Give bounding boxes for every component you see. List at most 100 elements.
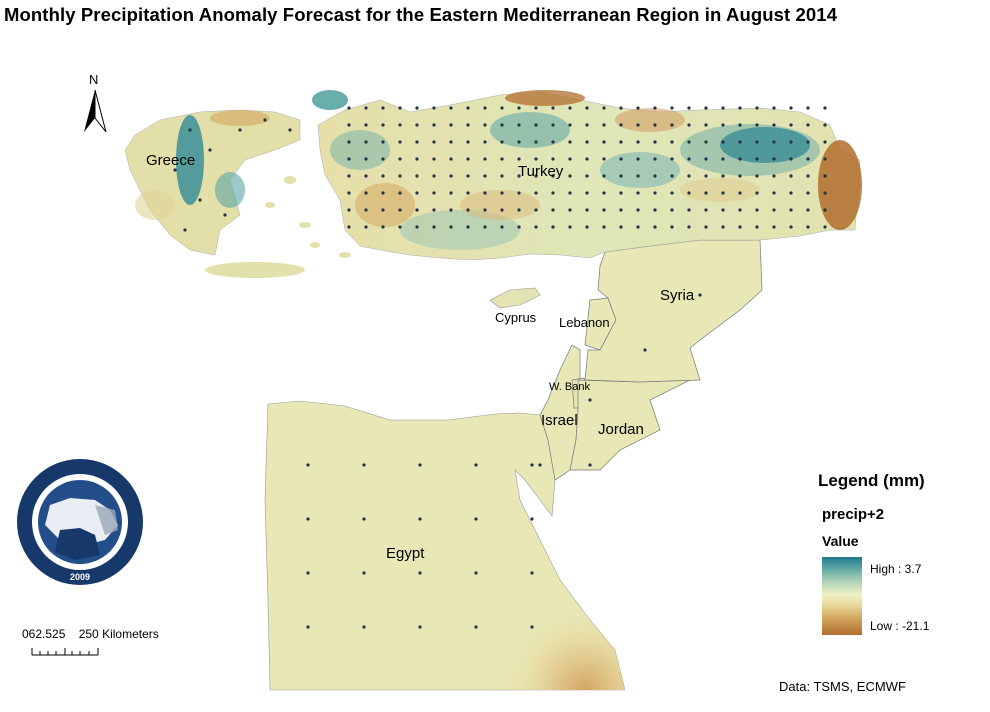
station-dot	[483, 174, 487, 178]
station-dot	[772, 157, 776, 161]
station-dot	[500, 106, 504, 110]
station-dot	[772, 106, 776, 110]
station-dot	[483, 225, 487, 229]
station-dot	[636, 140, 640, 144]
station-dot	[619, 157, 623, 161]
station-dot	[687, 140, 691, 144]
station-dot	[755, 106, 759, 110]
station-dot	[636, 225, 640, 229]
station-dot	[347, 174, 351, 178]
station-dot	[772, 208, 776, 212]
station-dot	[585, 157, 589, 161]
station-dot	[347, 208, 351, 212]
station-dot	[653, 123, 657, 127]
station-dot	[738, 140, 742, 144]
station-dot	[670, 208, 674, 212]
station-dot	[362, 571, 366, 575]
station-dot	[381, 106, 385, 110]
station-dot	[534, 208, 538, 212]
station-dot	[721, 140, 725, 144]
station-dot	[704, 208, 708, 212]
station-dot	[364, 191, 368, 195]
station-dot	[415, 208, 419, 212]
station-dot	[449, 191, 453, 195]
logo-year: 2009	[70, 572, 90, 582]
station-dot	[704, 225, 708, 229]
station-dot	[755, 191, 759, 195]
label-egypt: Egypt	[386, 545, 425, 562]
station-dot	[568, 174, 572, 178]
station-dot	[619, 208, 623, 212]
station-dot	[704, 157, 708, 161]
station-dot	[364, 174, 368, 178]
station-dot	[398, 140, 402, 144]
station-dot	[517, 208, 521, 212]
station-dot	[483, 123, 487, 127]
turkey-region	[317, 90, 862, 261]
station-dot	[415, 123, 419, 127]
station-dot	[772, 225, 776, 229]
station-dot	[449, 225, 453, 229]
station-dot	[483, 106, 487, 110]
station-dot	[188, 128, 192, 132]
station-dot	[534, 157, 538, 161]
station-dot	[704, 123, 708, 127]
station-dot	[466, 225, 470, 229]
station-dot	[789, 225, 793, 229]
station-dot	[263, 118, 267, 122]
station-dot	[704, 106, 708, 110]
station-dot	[602, 123, 606, 127]
station-dot	[551, 106, 555, 110]
station-dot	[418, 625, 422, 629]
station-dot	[602, 174, 606, 178]
label-turkey: Turkey	[518, 163, 564, 180]
station-dot	[364, 225, 368, 229]
station-dot	[483, 140, 487, 144]
station-dot	[704, 191, 708, 195]
station-dot	[517, 123, 521, 127]
station-dot	[551, 123, 555, 127]
station-dot	[398, 191, 402, 195]
station-dot	[789, 208, 793, 212]
station-dot	[568, 106, 572, 110]
station-dot	[306, 517, 310, 521]
station-dot	[653, 208, 657, 212]
emcc-logo: 2009 ★ ★	[17, 459, 143, 585]
station-dot	[474, 571, 478, 575]
station-dot	[418, 463, 422, 467]
egypt-region	[264, 400, 626, 691]
station-dot	[806, 140, 810, 144]
station-dot	[602, 140, 606, 144]
station-dot	[687, 191, 691, 195]
station-dot	[568, 191, 572, 195]
station-dot	[636, 208, 640, 212]
station-dot	[721, 174, 725, 178]
legend-layer: precip+2	[822, 506, 885, 523]
legend-field: Value	[822, 533, 859, 549]
station-dot	[483, 208, 487, 212]
station-dot	[517, 106, 521, 110]
station-dot	[721, 191, 725, 195]
station-dot	[653, 157, 657, 161]
station-dot	[823, 174, 827, 178]
station-dot	[173, 168, 177, 172]
station-dot	[432, 208, 436, 212]
station-dot	[534, 106, 538, 110]
label-wbank: W. Bank	[549, 381, 590, 393]
station-dot	[619, 123, 623, 127]
station-dot	[721, 106, 725, 110]
station-dot	[602, 106, 606, 110]
station-dot	[347, 140, 351, 144]
station-dot	[466, 191, 470, 195]
station-dot	[670, 191, 674, 195]
station-dot	[530, 571, 534, 575]
station-dot	[517, 225, 521, 229]
station-dot	[474, 463, 478, 467]
station-dot	[347, 225, 351, 229]
station-dot	[806, 174, 810, 178]
station-dot	[636, 106, 640, 110]
station-dot	[381, 174, 385, 178]
station-dot	[636, 191, 640, 195]
station-dot	[364, 140, 368, 144]
